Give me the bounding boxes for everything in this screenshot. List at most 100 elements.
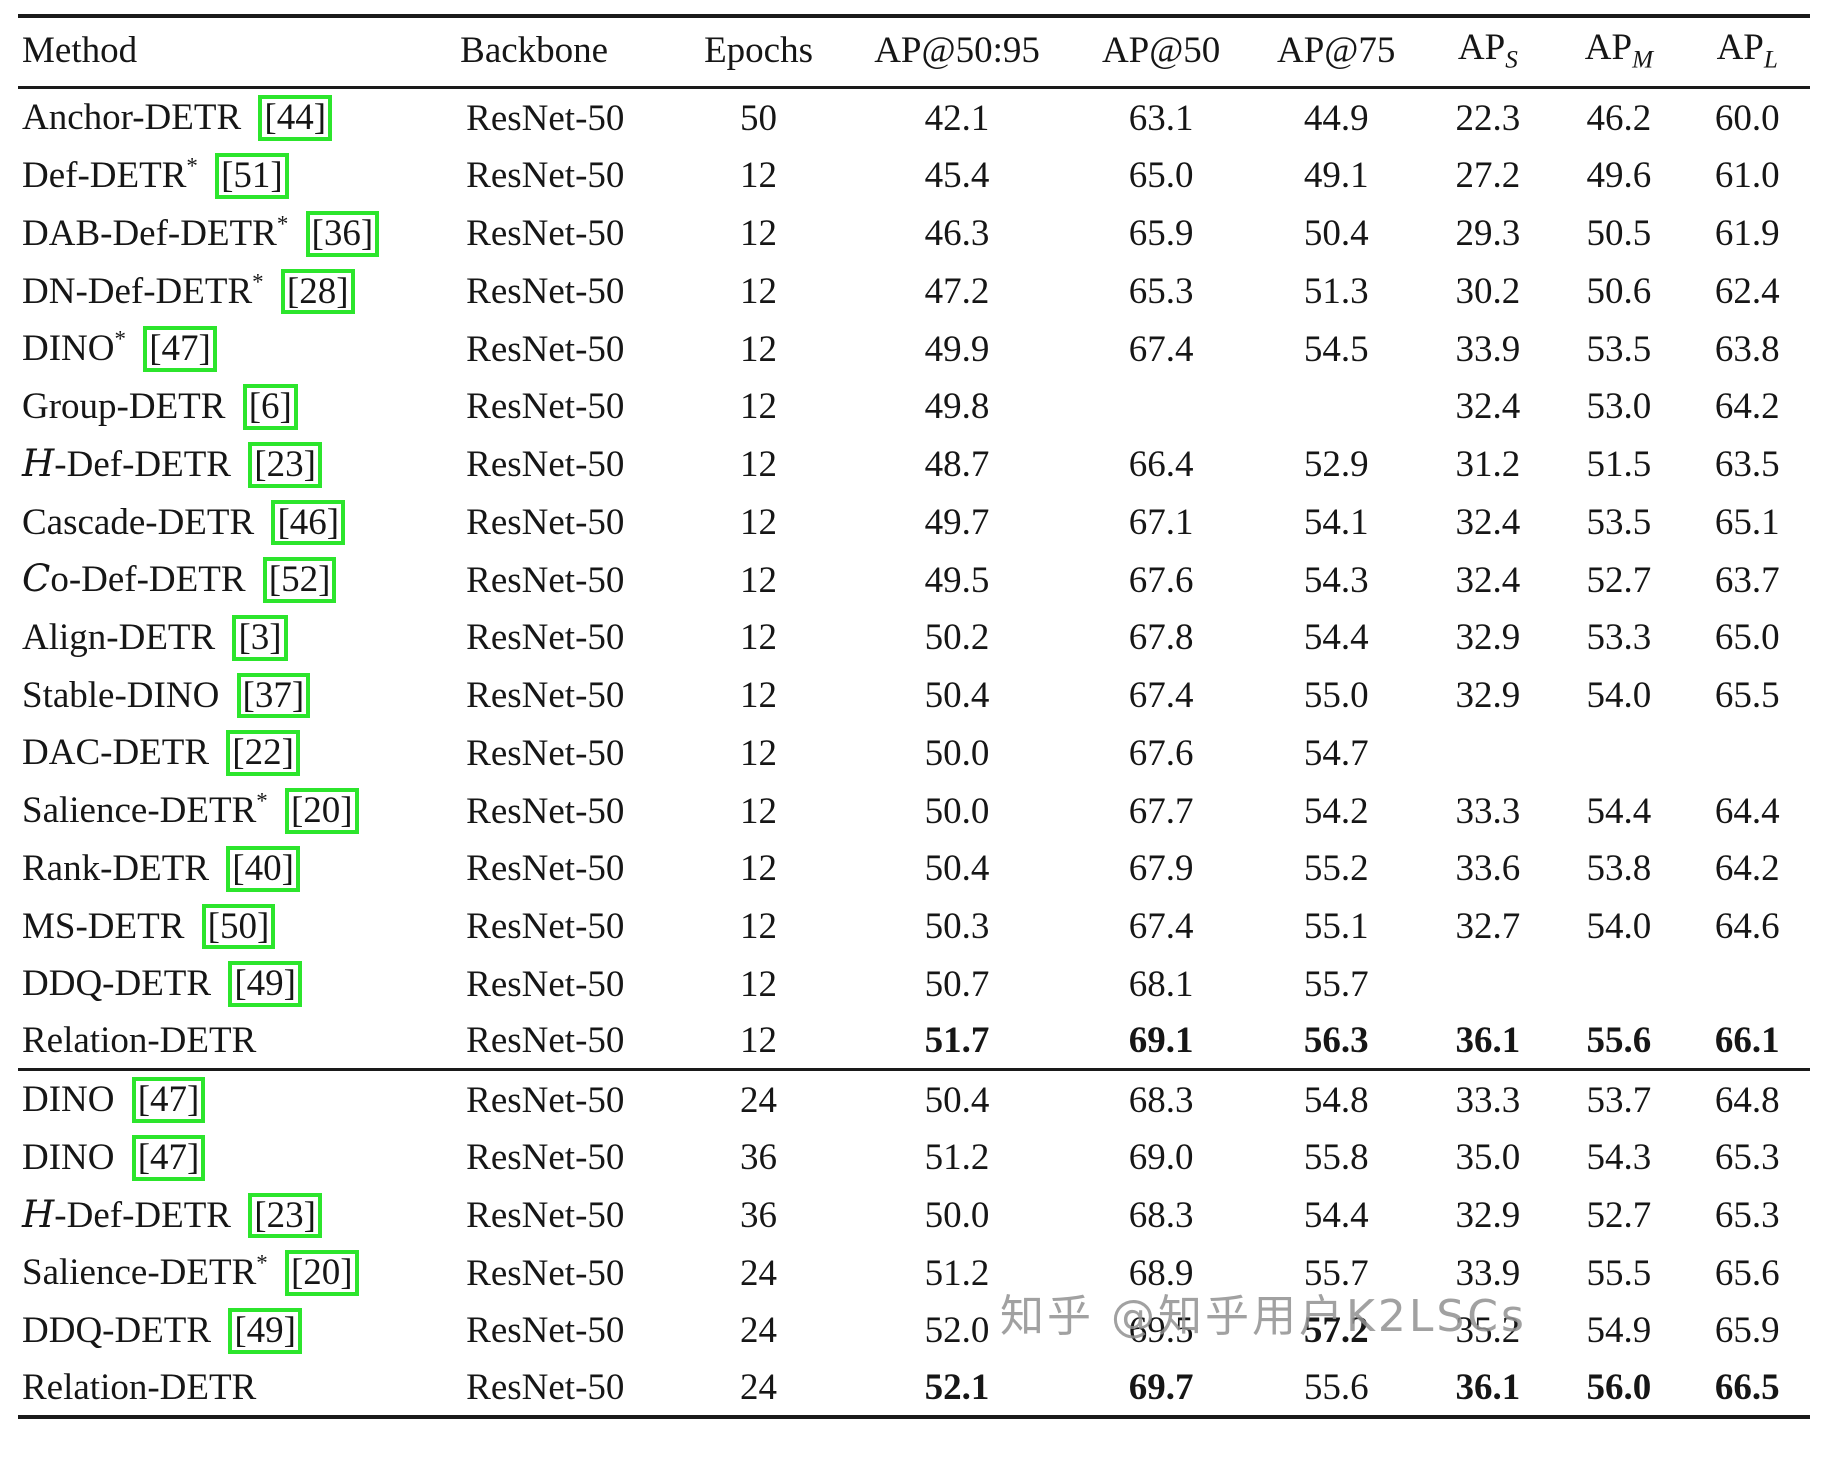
ap-value-cell: 65.3 — [1714, 1194, 1780, 1236]
ap-value-cell: 54.0 — [1586, 906, 1652, 948]
ap-value-cell: 50.5 — [1586, 213, 1652, 255]
column-header-ap_s: APS — [1457, 27, 1518, 74]
epochs-cell: 12 — [740, 790, 778, 832]
method-name: DDQ-DETR — [22, 963, 212, 1005]
epochs-cell: 12 — [740, 444, 778, 486]
ap-value-cell: 53.3 — [1586, 617, 1652, 659]
table-row: Align-DETR [3] ResNet-50 12 50.2 67.8 54.4 32.… — [18, 609, 1810, 667]
results-table: Method Backbone Epochs AP@50:95 AP@50 AP@75 AP… — [18, 14, 1810, 1419]
epochs-cell: 12 — [740, 963, 778, 1005]
epochs-cell: 12 — [740, 270, 778, 312]
ap-value-cell: 52.7 — [1586, 1194, 1652, 1236]
citation-link[interactable]: [28] — [280, 268, 355, 315]
method-cell: Stable-DINO [37] — [18, 667, 456, 725]
epochs-cell: 12 — [740, 155, 778, 197]
ap-value-cell: 69.7 — [1128, 1366, 1194, 1408]
epochs-cell: 12 — [740, 906, 778, 948]
column-header-method: Method — [22, 29, 138, 71]
ap-value-cell: 36.1 — [1455, 1366, 1521, 1408]
ap-value-cell: 33.3 — [1455, 790, 1521, 832]
citation-link[interactable]: [47] — [131, 1134, 206, 1181]
asterisk-marker: * — [186, 153, 198, 179]
ap-value-cell: 53.5 — [1586, 328, 1652, 370]
citation-link[interactable]: [50] — [201, 903, 276, 950]
method-cell: H-Def-DETR [23] — [18, 436, 456, 494]
ap-value-cell: 50.4 — [924, 675, 990, 717]
epochs-cell: 12 — [740, 732, 778, 774]
epochs-cell: 12 — [740, 328, 778, 370]
method-name: Align-DETR — [22, 617, 216, 658]
column-header-ap_m: APM — [1584, 27, 1654, 74]
asterisk-marker: * — [256, 788, 268, 814]
ap-value-cell: 32.4 — [1455, 501, 1521, 543]
ap-value-cell: 65.3 — [1128, 270, 1194, 312]
citation-link[interactable]: [52] — [262, 557, 337, 603]
citation-link[interactable]: [46] — [271, 499, 346, 546]
citation-link[interactable]: [47] — [143, 326, 217, 373]
citation-link[interactable]: [49] — [228, 1308, 302, 1354]
method-cell: DINO [47] — [18, 1129, 456, 1187]
citation-link[interactable]: [20] — [284, 788, 359, 834]
ap-value-cell: 65.9 — [1128, 213, 1194, 255]
citation-link[interactable]: [3] — [232, 615, 288, 661]
ap-value-cell: 30.2 — [1455, 270, 1521, 312]
citation-link[interactable]: [37] — [236, 672, 311, 719]
backbone-cell: ResNet-50 — [466, 1020, 625, 1062]
ap-value-cell: 68.3 — [1128, 1194, 1194, 1236]
ap-value-cell: 53.8 — [1586, 848, 1652, 890]
ap-value-cell: 32.9 — [1455, 1194, 1521, 1236]
method-name: DAB-Def-DETR — [22, 212, 277, 254]
ap-value-cell: 45.4 — [924, 155, 990, 197]
table-row: DINO* [47] ResNet-50 12 49.9 67.4 54.5 33.9 53.… — [18, 320, 1810, 378]
ap-value-cell: 54.1 — [1303, 501, 1369, 543]
table-section-12-epoch: Anchor-DETR [44] ResNet-50 50 42.1 63.1 44.9 2… — [18, 88, 1810, 1070]
ap-value-cell: 42.1 — [924, 97, 990, 139]
ap-value-cell — [1072, 378, 1250, 436]
method-cell: Cascade-DETR [46] — [18, 494, 456, 552]
method-name: DN-Def-DETR — [22, 270, 253, 312]
backbone-cell: ResNet-50 — [466, 386, 625, 428]
citation-link[interactable]: [23] — [248, 441, 322, 488]
table-row: Stable-DINO [37] ResNet-50 12 50.4 67.4 55.0 3… — [18, 667, 1810, 725]
method-cell: Group-DETR [6] — [18, 378, 456, 436]
ap-value-cell: 66.5 — [1714, 1366, 1780, 1408]
method-name: H-Def-DETR — [22, 1192, 231, 1236]
citation-link[interactable]: [47] — [131, 1077, 206, 1123]
calligraphic-letter: H — [22, 1192, 55, 1236]
method-cell: Rank-DETR [40] — [18, 840, 456, 898]
epochs-cell: 24 — [740, 1310, 778, 1352]
ap-value-cell: 68.1 — [1128, 963, 1194, 1005]
ap-value-cell: 50.0 — [924, 1194, 990, 1236]
citation-link[interactable]: [36] — [305, 210, 380, 257]
ap-value-cell: 51.2 — [924, 1252, 990, 1294]
ap-value-cell: 64.4 — [1714, 790, 1780, 832]
epochs-cell: 50 — [740, 97, 778, 139]
asterisk-marker: * — [252, 269, 264, 295]
ap-value-cell: 67.6 — [1128, 559, 1194, 601]
ap-value-cell: 65.3 — [1714, 1137, 1780, 1179]
ap-value-cell: 55.6 — [1586, 1020, 1652, 1062]
citation-link[interactable]: [20] — [284, 1250, 359, 1297]
citation-link[interactable]: [40] — [226, 845, 300, 892]
column-header-backbone: Backbone — [460, 29, 609, 71]
epochs-cell: 24 — [740, 1366, 778, 1408]
citation-link[interactable]: [6] — [242, 384, 298, 430]
epochs-cell: 12 — [740, 213, 778, 255]
citation-link[interactable]: [23] — [248, 1192, 322, 1239]
ap-value-cell: 50.3 — [924, 906, 990, 948]
citation-link[interactable]: [49] — [228, 961, 302, 1008]
citation-link[interactable]: [44] — [258, 95, 333, 142]
ap-value-cell: 49.5 — [924, 559, 990, 601]
ap-value-cell: 54.9 — [1586, 1310, 1652, 1352]
ap-value-cell: 65.0 — [1128, 155, 1194, 197]
ap-value-cell: 61.0 — [1714, 155, 1780, 197]
citation-link[interactable]: [51] — [215, 153, 289, 199]
ap-value-cell: 69.0 — [1128, 1137, 1194, 1179]
epochs-cell: 12 — [740, 848, 778, 890]
ap-value-cell: 54.3 — [1303, 559, 1369, 601]
method-cell: Salience-DETR* [20] — [18, 782, 456, 840]
method-name: Relation-DETR — [22, 1020, 257, 1062]
epochs-cell: 36 — [740, 1137, 778, 1179]
citation-link[interactable]: [22] — [226, 730, 300, 777]
ap-value-cell: 65.5 — [1714, 675, 1780, 717]
